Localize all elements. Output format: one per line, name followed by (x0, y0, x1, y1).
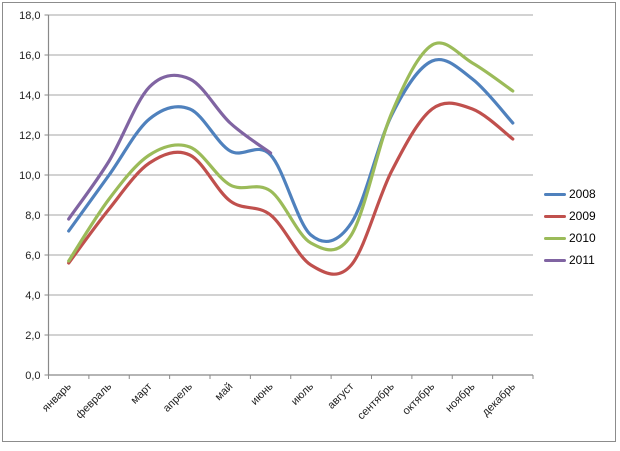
series-line-2010 (67, 41, 515, 263)
x-tick-label: май (213, 381, 236, 404)
axes (44, 14, 534, 379)
x-tick-label: апрель (161, 380, 195, 414)
legend-label: 2011 (569, 253, 595, 267)
x-tick-label: август (325, 381, 356, 412)
legend-item-2009[interactable]: 2009 (544, 205, 596, 227)
y-tick-label: 12,0 (19, 130, 40, 142)
x-tick-label: октябрь (400, 380, 437, 417)
gridlines (48, 14, 533, 336)
legend-label: 2009 (569, 209, 596, 223)
legend-label: 2008 (569, 187, 596, 201)
series-line-2009 (67, 101, 515, 276)
y-tick-label: 2,0 (25, 330, 40, 342)
legend: 2008 2009 2010 2011 (544, 183, 596, 271)
series-line-2008 (67, 58, 515, 244)
legend-item-2010[interactable]: 2010 (544, 227, 596, 249)
y-tick-label: 18,0 (19, 10, 40, 22)
legend-line-swatch-2009 (544, 214, 566, 218)
x-tick-label: сентябрь (355, 380, 397, 422)
x-tick-label: март (129, 381, 155, 407)
x-tick-label: февраль (74, 380, 115, 421)
y-tick-label: 0,0 (25, 370, 40, 382)
legend-line-swatch-2008 (544, 192, 566, 196)
y-tick-label: 10,0 (19, 170, 40, 182)
y-tick-label: 4,0 (25, 290, 40, 302)
legend-label: 2010 (569, 231, 596, 245)
legend-line-swatch-2010 (544, 236, 566, 240)
legend-item-2011[interactable]: 2011 (544, 249, 596, 271)
series-lines (67, 41, 515, 276)
legend-line-swatch-2011 (544, 258, 566, 262)
y-tick-label: 14,0 (19, 90, 40, 102)
x-tick-label: июль (289, 380, 316, 407)
x-tick-label: декабрь (480, 380, 518, 418)
axis-labels: 0,0 2,0 4,0 6,0 8,0 10,0 12,0 14,0 16,0 18,0 январ… (19, 10, 518, 422)
x-tick-label: июнь (249, 380, 276, 407)
x-tick-label: ноябрь (443, 380, 477, 414)
x-tick-label: январь (40, 380, 74, 414)
series-line-2011 (67, 73, 273, 221)
y-tick-label: 16,0 (19, 50, 40, 62)
y-tick-label: 8,0 (25, 210, 40, 222)
legend-item-2008[interactable]: 2008 (544, 183, 596, 205)
y-tick-label: 6,0 (25, 250, 40, 262)
chart-area (2, 2, 616, 442)
